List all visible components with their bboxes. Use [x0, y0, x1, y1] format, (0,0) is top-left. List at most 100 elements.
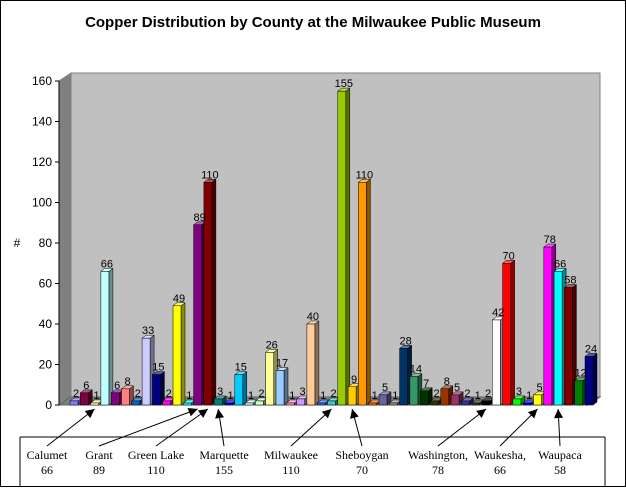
plot-side-wall: [58, 72, 72, 406]
county-total: 70: [356, 463, 368, 477]
bar-value-label: 1: [248, 390, 254, 402]
bar-front: [100, 271, 110, 406]
bar-front: [409, 376, 419, 406]
bar-front: [378, 394, 388, 406]
bar-value-label: 40: [307, 311, 319, 323]
bar-front: [481, 400, 491, 406]
bar-front: [193, 224, 202, 406]
bar-value-label: 5: [382, 382, 388, 394]
bar-value-label: 26: [266, 339, 278, 351]
bar: [584, 352, 598, 406]
y-tick-label: 100: [32, 196, 52, 210]
county-total: 66: [494, 463, 506, 477]
county-name: Waukesha,: [474, 448, 526, 462]
bar-side: [345, 87, 351, 406]
bar-value-label: 49: [173, 293, 185, 305]
bar-front: [131, 400, 141, 406]
county-arrow-head: [215, 409, 225, 419]
bar-value-label: 110: [201, 169, 219, 181]
bar-value-label: 78: [544, 234, 556, 246]
bar-side: [283, 367, 289, 406]
county-total: 58: [554, 463, 566, 477]
bar-side: [242, 371, 248, 406]
bar-value-label: 8: [124, 376, 130, 388]
bar-front: [306, 323, 316, 406]
bar-front: [213, 398, 223, 406]
bar-value-label: 2: [135, 388, 141, 400]
bar-front: [296, 398, 305, 406]
bar-front: [234, 374, 244, 406]
y-tick-label: 160: [32, 74, 52, 88]
chart-title: Copper Distribution by County at the Mil…: [85, 14, 541, 31]
bar: [306, 320, 320, 406]
bar-value-label: 33: [142, 325, 154, 337]
bar-front: [141, 337, 151, 406]
bar-value-label: 12: [575, 368, 587, 380]
bar-side: [592, 352, 598, 406]
bar-value-label: 2: [464, 388, 470, 400]
county-arrow-line: [437, 408, 487, 447]
bar-value-label: 70: [502, 250, 514, 262]
bar-value-label: 3: [516, 386, 522, 398]
bar-value-label: 1: [320, 390, 326, 402]
county-name: Sheboygan: [335, 448, 388, 462]
bar-front: [316, 402, 326, 406]
bar-value-label: 17: [276, 358, 288, 370]
county-name: Waupaca: [538, 448, 582, 462]
bar-front: [564, 287, 573, 406]
county-total: 89: [93, 463, 105, 477]
county-arrow-head: [476, 409, 486, 419]
bar-front: [512, 398, 522, 406]
county-total: 110: [282, 463, 300, 477]
bar-front: [553, 271, 563, 406]
county-arrow-head: [350, 409, 359, 419]
bar-value-label: 15: [235, 362, 247, 374]
bar-front: [327, 400, 336, 406]
bar: [151, 371, 166, 406]
bar: [100, 267, 114, 406]
bar-value-label: 9: [351, 374, 357, 386]
county-name: Calumet: [27, 448, 68, 462]
bar: [501, 259, 516, 406]
bar-value-label: 5: [454, 382, 460, 394]
bar-value-label: 1: [94, 390, 100, 402]
county-total: 155: [215, 463, 233, 477]
bar-front: [121, 388, 130, 406]
bar-value-label: 6: [83, 380, 89, 392]
bar-front: [152, 374, 161, 406]
county-total: 66: [41, 463, 53, 477]
bar: [357, 178, 372, 406]
y-tick-label: 20: [39, 358, 53, 372]
bar-front: [368, 402, 377, 406]
bar-front: [492, 319, 501, 406]
bar-value-label: 28: [399, 335, 411, 347]
county-name: Milwaukee: [264, 448, 318, 462]
bar-front: [69, 400, 79, 406]
bar-side: [180, 302, 186, 406]
bar-value-label: 1: [372, 390, 378, 402]
bar: [450, 391, 464, 406]
county-arrow-line: [155, 408, 209, 447]
bar: [172, 302, 186, 406]
bar-front: [203, 182, 213, 406]
bar-side: [510, 259, 515, 406]
county-arrow-head: [197, 409, 208, 418]
bar-side: [366, 178, 371, 406]
bar-value-label: 3: [217, 386, 223, 398]
bar-front: [450, 394, 460, 406]
county-total: 78: [432, 463, 444, 477]
bar-front: [471, 402, 480, 406]
bar-front: [574, 380, 583, 406]
bar: [378, 391, 392, 406]
bar-front: [162, 400, 171, 406]
bar-front: [543, 246, 553, 406]
bar-value-label: 7: [423, 378, 429, 390]
bar-front: [522, 402, 532, 406]
bar-value-label: 1: [526, 390, 532, 402]
bar-side: [211, 178, 217, 406]
bar-front: [90, 402, 99, 406]
bar-front: [461, 400, 470, 406]
bar-value-label: 5: [536, 382, 542, 394]
